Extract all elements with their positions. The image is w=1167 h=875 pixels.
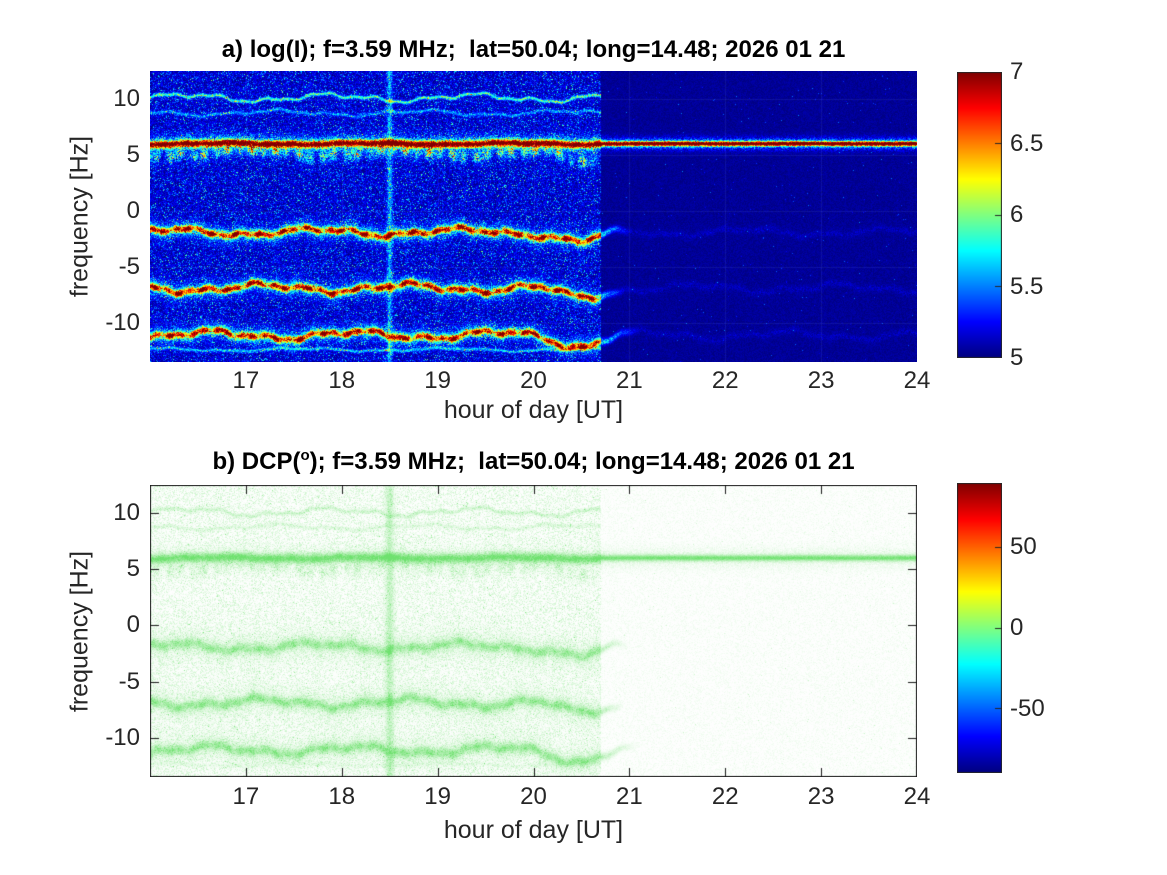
panel-a-ytick-10: 10 bbox=[113, 84, 140, 112]
panel-b-xtick-20: 20 bbox=[520, 783, 547, 810]
panel-b-xtick-17: 17 bbox=[232, 783, 260, 810]
panel-b-spectrogram bbox=[150, 485, 917, 777]
panel-b-xtick-22: 22 bbox=[711, 783, 739, 810]
panel-b-title: b) DCP(o); f=3.59 MHz; lat=50.04; long=1… bbox=[150, 447, 917, 476]
panel-a-colorbar-tick-7: 7 bbox=[1010, 58, 1024, 85]
panel-a-xtick-22: 22 bbox=[711, 367, 739, 394]
panel-b-ytick--5: -5 bbox=[118, 667, 140, 695]
panel-a-ytick-5: 5 bbox=[126, 140, 140, 168]
panel-b-ytick-0: 0 bbox=[126, 611, 140, 639]
panel-b-ytick--10: -10 bbox=[105, 723, 140, 751]
panel-a-xtick-20: 20 bbox=[520, 367, 547, 394]
panel-b-title-sup: o bbox=[300, 447, 310, 464]
panel-b-ytick-10: 10 bbox=[113, 499, 140, 527]
panel-a-colorbar-tick-5.5: 5.5 bbox=[1010, 272, 1044, 300]
panel-a-xtick-19: 19 bbox=[424, 367, 451, 394]
panel-a-xtick-24: 24 bbox=[903, 367, 931, 394]
panel-b-title-text: b) DCP( bbox=[212, 448, 301, 475]
panel-b-xtick-18: 18 bbox=[328, 783, 356, 810]
panel-b-xtick-24: 24 bbox=[903, 783, 931, 810]
panel-a-ytick--10: -10 bbox=[105, 308, 140, 336]
panel-a-title-text: a) log(I); f=3.59 MHz; lat=50.04; long=1… bbox=[221, 36, 846, 63]
panel-b-xtick-21: 21 bbox=[616, 783, 643, 810]
panel-b-xtick-19: 19 bbox=[424, 783, 451, 810]
panel-a-xaxis-label: hour of day [UT] bbox=[443, 396, 624, 424]
panel-b-colorbar bbox=[957, 483, 1002, 773]
panel-b-colorbar-tick-50: 50 bbox=[1010, 533, 1037, 561]
panel-b-title-post: ); f=3.59 MHz; lat=50.04; long=14.48; 20… bbox=[309, 448, 855, 475]
panel-a-colorbar-tick-6.5: 6.5 bbox=[1010, 129, 1044, 157]
panel-a-xtick-23: 23 bbox=[807, 367, 835, 394]
panel-a-ytick-0: 0 bbox=[126, 196, 140, 224]
panel-b-xtick-23: 23 bbox=[807, 783, 835, 810]
panel-a-title: a) log(I); f=3.59 MHz; lat=50.04; long=1… bbox=[150, 35, 917, 64]
panel-a-colorbar bbox=[957, 72, 1002, 358]
panel-a-ytick--5: -5 bbox=[118, 252, 140, 280]
panel-b-xaxis-label: hour of day [UT] bbox=[443, 816, 624, 844]
panel-b-colorbar-tick--50: -50 bbox=[1010, 694, 1045, 722]
panel-a-colorbar-tick-6: 6 bbox=[1010, 201, 1024, 228]
panel-a-xtick-21: 21 bbox=[616, 367, 643, 394]
panel-b-ytick-5: 5 bbox=[126, 555, 140, 583]
panel-a-xtick-17: 17 bbox=[232, 367, 260, 394]
panel-a-xtick-18: 18 bbox=[328, 367, 356, 394]
panel-b-colorbar-tick-0: 0 bbox=[1010, 614, 1024, 641]
panel-a-colorbar-tick-5: 5 bbox=[1010, 344, 1024, 371]
panel-a-spectrogram bbox=[150, 71, 917, 362]
